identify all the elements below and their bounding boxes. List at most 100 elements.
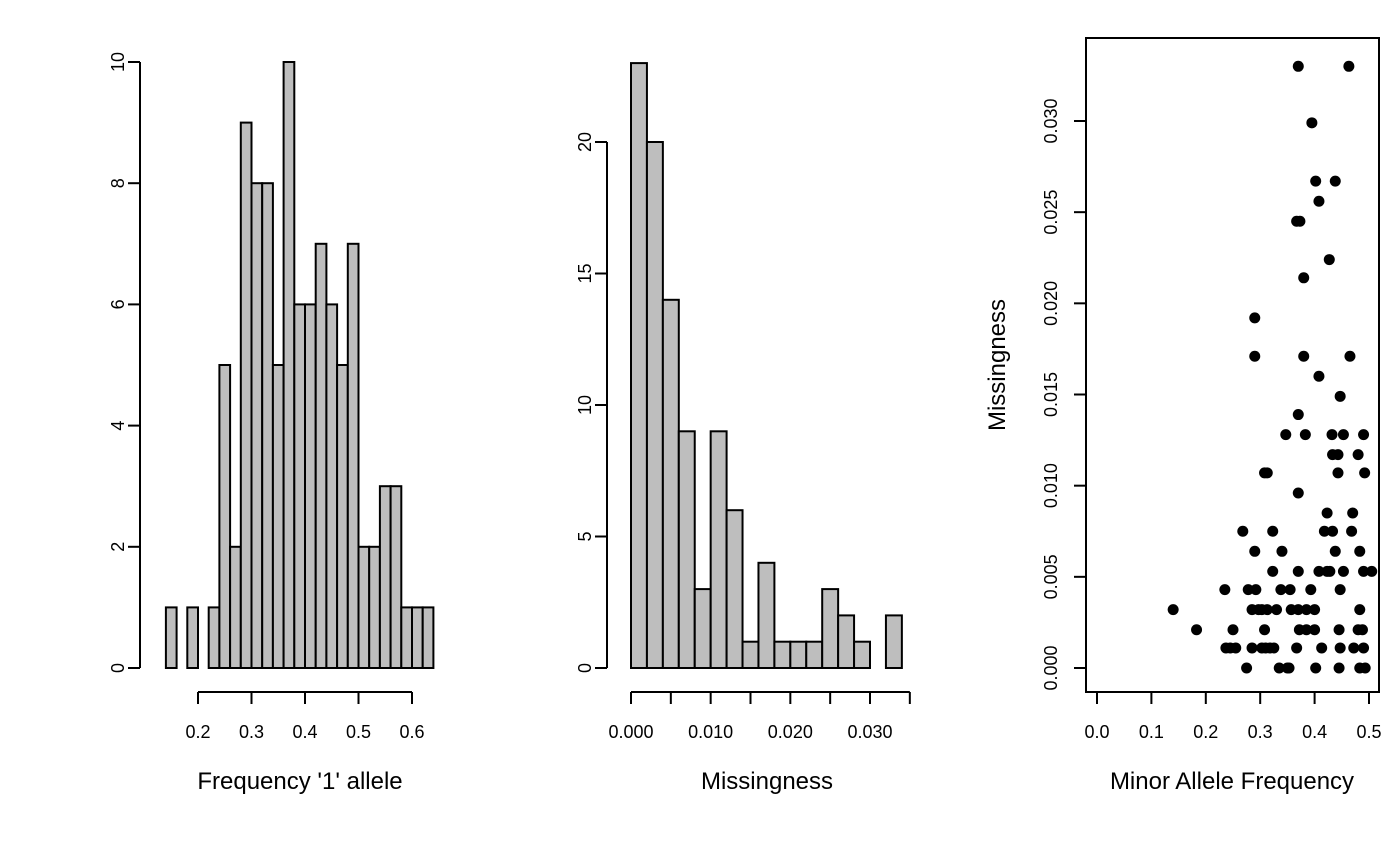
y-tick-label: 4 [108, 421, 128, 431]
y-ticks: 0.000 0.005 0.010 0.015 0.020 0.025 0.030 [1041, 98, 1086, 691]
x-tick-label: 0.2 [185, 722, 210, 742]
data-point [1305, 584, 1317, 596]
data-point [1249, 350, 1261, 362]
histogram-bar [271, 364, 285, 669]
x-ticks: 0.0 0.1 0.2 0.3 0.4 0.5 [1084, 692, 1382, 742]
data-point [1261, 467, 1273, 479]
x-tick-label: 0.5 [1356, 722, 1381, 742]
data-point [1167, 604, 1179, 616]
histogram-bar [293, 303, 306, 669]
y-tick-label: 6 [108, 299, 128, 309]
data-point [1291, 642, 1303, 654]
y-axis-title: Missingness [984, 299, 1011, 431]
data-point [1354, 604, 1366, 616]
x-tick-label: 0.6 [399, 722, 424, 742]
x-tick-label: 0.4 [292, 722, 317, 742]
y-tick-label: 5 [575, 531, 595, 541]
data-point [1300, 624, 1312, 636]
histogram-bar [186, 606, 200, 670]
y-ticks: 0 5 10 15 20 [575, 132, 607, 673]
data-point [1191, 624, 1203, 636]
data-point [1310, 662, 1322, 674]
x-tick-label: 0.2 [1193, 722, 1218, 742]
histogram-bar [164, 606, 178, 670]
data-point [1333, 662, 1345, 674]
data-point [1230, 642, 1242, 654]
data-point [1273, 662, 1285, 674]
x-axis-title: Frequency '1' allele [197, 768, 402, 795]
data-point [1267, 565, 1279, 577]
data-point [1334, 584, 1346, 596]
x-tick-label: 0.4 [1302, 722, 1327, 742]
data-point [1347, 507, 1359, 519]
data-point [1237, 525, 1249, 537]
data-point [1346, 525, 1358, 537]
data-point [1294, 215, 1306, 227]
data-point [1323, 254, 1335, 266]
data-point [1359, 467, 1371, 479]
y-tick-label: 0.015 [1041, 372, 1061, 417]
data-point [1324, 565, 1336, 577]
x-ticks: 0.000 0.010 0.020 0.030 [608, 692, 911, 742]
points [1167, 60, 1378, 674]
data-point [1283, 662, 1295, 674]
x-tick-label: 0.0 [1084, 722, 1109, 742]
data-point [1337, 565, 1349, 577]
data-point [1276, 545, 1288, 557]
histogram-bar [821, 588, 840, 669]
data-point [1267, 525, 1279, 537]
data-point [1343, 60, 1355, 72]
data-point [1292, 604, 1304, 616]
data-point [1219, 584, 1231, 596]
data-point [1292, 60, 1304, 72]
histogram-bar [229, 545, 242, 669]
data-point [1246, 642, 1258, 654]
data-point [1309, 604, 1321, 616]
histogram-bar [741, 640, 760, 670]
histogram-bar [239, 121, 253, 670]
data-point [1327, 525, 1339, 537]
data-point [1275, 584, 1287, 596]
x-axis-title: Missingness [701, 768, 833, 795]
data-point [1358, 429, 1370, 441]
data-point [1348, 642, 1360, 654]
data-point [1292, 487, 1304, 499]
data-point [1354, 545, 1366, 557]
y-ticks: 0 2 4 6 8 10 [108, 52, 140, 673]
data-point [1334, 642, 1346, 654]
y-tick-label: 0.010 [1041, 463, 1061, 508]
histogram-bar [207, 606, 221, 670]
histogram-bar [677, 430, 696, 669]
data-point [1242, 584, 1254, 596]
data-point [1332, 449, 1344, 461]
y-tick-label: 0.000 [1041, 645, 1061, 690]
histogram-bar [357, 545, 371, 669]
data-point [1358, 642, 1370, 654]
histogram-bar [411, 606, 424, 670]
data-point [1334, 390, 1346, 402]
data-point [1358, 565, 1370, 577]
histogram-bar [346, 242, 360, 670]
data-point [1356, 624, 1368, 636]
data-point [1306, 117, 1318, 129]
y-tick-label: 20 [575, 132, 595, 152]
x-tick-label: 0.010 [688, 722, 733, 742]
y-tick-label: 0.030 [1041, 98, 1061, 143]
data-point [1359, 662, 1371, 674]
data-point [1299, 429, 1311, 441]
histogram-bar [261, 182, 274, 669]
data-point [1250, 584, 1262, 596]
histogram-bar [805, 640, 824, 670]
data-point [1280, 429, 1292, 441]
histogram-bar [725, 509, 744, 670]
histogram-bar [250, 182, 264, 669]
histogram-bar [645, 141, 664, 669]
data-point [1366, 565, 1378, 577]
plot-box [1085, 37, 1380, 693]
y-tick-label: 8 [108, 178, 128, 188]
data-point [1241, 662, 1253, 674]
x-tick-label: 0.000 [608, 722, 653, 742]
data-point [1292, 409, 1304, 421]
bars [164, 61, 435, 670]
bars [630, 62, 903, 670]
